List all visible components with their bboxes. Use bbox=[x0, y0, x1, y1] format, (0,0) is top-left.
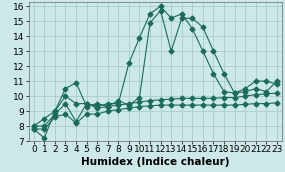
X-axis label: Humidex (Indice chaleur): Humidex (Indice chaleur) bbox=[81, 157, 230, 167]
